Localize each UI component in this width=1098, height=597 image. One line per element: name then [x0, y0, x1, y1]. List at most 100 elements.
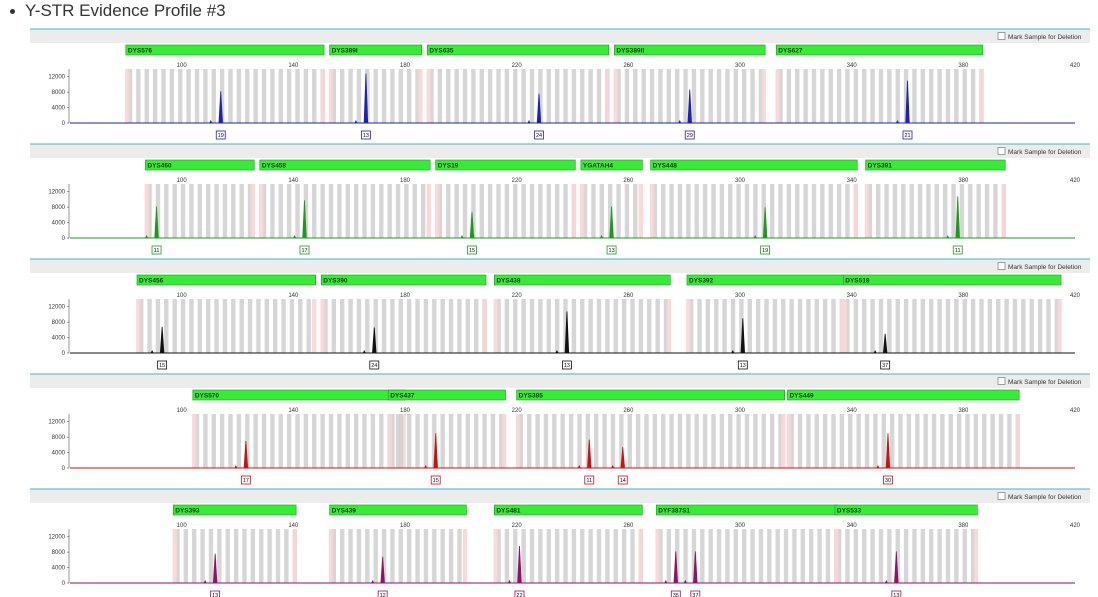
virtual-bin	[842, 299, 847, 353]
allele-bin	[677, 184, 683, 238]
allele-bin	[619, 414, 624, 468]
stutter-peak	[873, 350, 877, 353]
allele-call-box[interactable]	[952, 245, 963, 255]
marker-bar[interactable]	[172, 504, 297, 516]
allele-call-box[interactable]	[690, 590, 701, 597]
allele-call-box[interactable]	[670, 590, 681, 597]
allele-call-box[interactable]	[684, 130, 695, 140]
allele-bin	[496, 184, 501, 238]
panel-5: Mark Sample for Deletion DYS393 DYS439 DYS4…	[30, 488, 1090, 597]
marker-bar[interactable]	[650, 159, 858, 171]
allele-bin	[373, 69, 378, 123]
mark-delete-checkbox[interactable]	[997, 492, 1006, 500]
allele-peak	[882, 333, 888, 353]
allele-bin	[538, 184, 543, 238]
marker-bar[interactable]	[494, 274, 671, 286]
allele-bin	[719, 414, 725, 468]
allele-call-box[interactable]	[157, 360, 168, 370]
allele-bin	[278, 414, 283, 468]
allele-call-box[interactable]	[883, 475, 893, 485]
virtual-bin	[320, 69, 325, 123]
marker-bar[interactable]	[775, 44, 984, 56]
marker-bar[interactable]	[614, 44, 766, 56]
allele-bin	[454, 69, 459, 123]
mark-delete-checkbox[interactable]	[997, 32, 1006, 40]
allele-call-box[interactable]	[210, 590, 221, 597]
allele-call-box[interactable]	[361, 130, 371, 140]
allele-bin	[1037, 299, 1043, 353]
allele-call-box[interactable]	[299, 245, 310, 255]
allele-bin	[571, 69, 577, 123]
allele-bin	[987, 299, 993, 353]
allele-call-box[interactable]	[584, 475, 595, 485]
allele-bin	[415, 414, 420, 468]
allele-call-box[interactable]	[240, 475, 251, 485]
allele-call-box[interactable]	[369, 360, 380, 370]
marker-bar[interactable]	[192, 389, 406, 401]
marker-bar[interactable]	[834, 504, 978, 516]
virtual-bin	[515, 414, 521, 468]
marker-bar[interactable]	[320, 274, 487, 286]
allele-bin	[898, 414, 903, 468]
marker-bar[interactable]	[387, 389, 506, 401]
allele-peak	[517, 545, 522, 583]
allele-bin	[929, 529, 934, 583]
allele-bin	[521, 69, 526, 123]
allele-call-box[interactable]	[760, 245, 771, 255]
allele-call-box[interactable]	[514, 590, 525, 597]
marker-bar[interactable]	[435, 159, 576, 171]
allele-bin	[627, 414, 632, 468]
allele-bin	[164, 184, 169, 238]
allele-bin	[755, 299, 761, 353]
allele-bin	[666, 69, 672, 123]
marker-bar[interactable]	[259, 159, 431, 171]
marker-bar[interactable]	[145, 159, 255, 171]
allele-bin	[155, 299, 161, 353]
allele-bin	[624, 184, 630, 238]
allele-bin	[521, 299, 526, 353]
x-tick-label: 220	[512, 63, 523, 69]
allele-call-label: 17	[301, 248, 307, 254]
allele-call-box[interactable]	[534, 130, 544, 140]
allele-call-box[interactable]	[377, 590, 388, 597]
marker-bar[interactable]	[842, 274, 1062, 286]
allele-call-box[interactable]	[880, 360, 891, 370]
marker-bar[interactable]	[865, 159, 1006, 171]
marker-bar[interactable]	[136, 274, 316, 286]
mark-delete-checkbox[interactable]	[997, 377, 1006, 385]
marker-bar[interactable]	[329, 504, 467, 516]
allele-bin	[554, 299, 560, 353]
allele-call-box[interactable]	[737, 360, 748, 370]
allele-peak	[372, 327, 377, 353]
allele-bin	[789, 299, 794, 353]
marker-bar[interactable]	[494, 504, 643, 516]
allele-call-box[interactable]	[151, 245, 162, 255]
allele-bin	[783, 529, 789, 583]
marker-bar[interactable]	[516, 389, 785, 401]
mark-delete-checkbox[interactable]	[997, 147, 1006, 155]
allele-bin	[270, 414, 275, 468]
allele-call-box[interactable]	[430, 475, 441, 485]
allele-call-box[interactable]	[902, 130, 913, 140]
allele-call-box[interactable]	[215, 130, 226, 140]
marker-bar[interactable]	[580, 159, 643, 171]
allele-call-box[interactable]	[606, 245, 617, 255]
y-tick-label: 12000	[48, 535, 65, 541]
allele-bin	[554, 184, 560, 238]
allele-call-box[interactable]	[562, 360, 572, 370]
allele-bin	[605, 529, 610, 583]
allele-call-box[interactable]	[467, 245, 477, 255]
marker-bar[interactable]	[427, 44, 610, 56]
marker-bar[interactable]	[125, 44, 325, 56]
allele-bin	[529, 529, 535, 583]
allele-call-box[interactable]	[617, 475, 628, 485]
marker-bar[interactable]	[787, 389, 1020, 401]
allele-bin	[959, 184, 965, 238]
allele-call-box[interactable]	[891, 590, 902, 597]
allele-bin	[962, 529, 967, 583]
allele-bin	[588, 69, 593, 123]
marker-bar[interactable]	[329, 44, 423, 56]
virtual-bin	[292, 529, 297, 583]
mark-delete-checkbox[interactable]	[997, 262, 1006, 270]
allele-bin	[929, 69, 934, 123]
